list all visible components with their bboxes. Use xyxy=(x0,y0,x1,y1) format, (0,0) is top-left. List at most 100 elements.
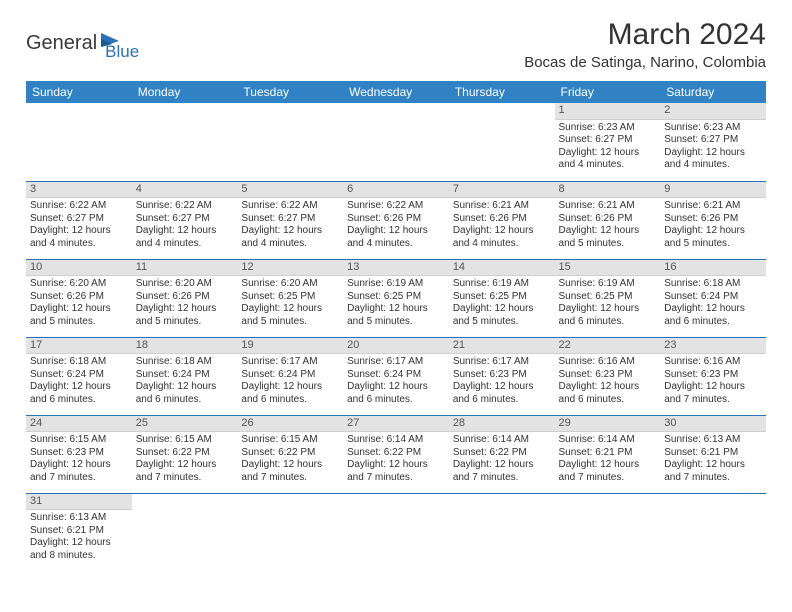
day-number: 28 xyxy=(449,416,555,433)
sunrise-line: Sunrise: 6:13 AM xyxy=(30,512,128,525)
daylight-line: Daylight: 12 hours and 4 minutes. xyxy=(241,225,339,250)
daylight-line: Daylight: 12 hours and 7 minutes. xyxy=(664,459,762,484)
day-body: Sunrise: 6:21 AMSunset: 6:26 PMDaylight:… xyxy=(660,198,766,252)
sunset-line: Sunset: 6:21 PM xyxy=(664,447,762,460)
day-number: 3 xyxy=(26,182,132,199)
sunrise-line: Sunrise: 6:19 AM xyxy=(559,278,657,291)
sunrise-line: Sunrise: 6:16 AM xyxy=(664,356,762,369)
calendar-table: SundayMondayTuesdayWednesdayThursdayFrid… xyxy=(26,81,766,571)
calendar-cell: 30Sunrise: 6:13 AMSunset: 6:21 PMDayligh… xyxy=(660,415,766,493)
day-number: 27 xyxy=(343,416,449,433)
sunset-line: Sunset: 6:23 PM xyxy=(453,369,551,382)
sunset-line: Sunset: 6:21 PM xyxy=(559,447,657,460)
sunset-line: Sunset: 6:22 PM xyxy=(453,447,551,460)
calendar-cell: 10Sunrise: 6:20 AMSunset: 6:26 PMDayligh… xyxy=(26,259,132,337)
daylight-line: Daylight: 12 hours and 6 minutes. xyxy=(559,303,657,328)
sunset-line: Sunset: 6:25 PM xyxy=(559,291,657,304)
logo-text-general: General xyxy=(26,32,97,55)
daylight-line: Daylight: 12 hours and 7 minutes. xyxy=(453,459,551,484)
daylight-line: Daylight: 12 hours and 4 minutes. xyxy=(664,147,762,172)
day-body: Sunrise: 6:15 AMSunset: 6:22 PMDaylight:… xyxy=(237,432,343,486)
calendar-cell: 3Sunrise: 6:22 AMSunset: 6:27 PMDaylight… xyxy=(26,181,132,259)
day-body: Sunrise: 6:17 AMSunset: 6:23 PMDaylight:… xyxy=(449,354,555,408)
sunset-line: Sunset: 6:26 PM xyxy=(664,213,762,226)
day-number: 29 xyxy=(555,416,661,433)
daylight-line: Daylight: 12 hours and 7 minutes. xyxy=(347,459,445,484)
sunrise-line: Sunrise: 6:17 AM xyxy=(347,356,445,369)
title-block: March 2024 Bocas de Satinga, Narino, Col… xyxy=(524,18,766,71)
daylight-line: Daylight: 12 hours and 8 minutes. xyxy=(30,537,128,562)
calendar-cell: 31Sunrise: 6:13 AMSunset: 6:21 PMDayligh… xyxy=(26,493,132,571)
sunrise-line: Sunrise: 6:23 AM xyxy=(664,122,762,135)
day-body: Sunrise: 6:16 AMSunset: 6:23 PMDaylight:… xyxy=(660,354,766,408)
sunrise-line: Sunrise: 6:15 AM xyxy=(30,434,128,447)
calendar-cell: 12Sunrise: 6:20 AMSunset: 6:25 PMDayligh… xyxy=(237,259,343,337)
daylight-line: Daylight: 12 hours and 7 minutes. xyxy=(241,459,339,484)
sunset-line: Sunset: 6:25 PM xyxy=(241,291,339,304)
day-number: 30 xyxy=(660,416,766,433)
calendar-week-row: 1Sunrise: 6:23 AMSunset: 6:27 PMDaylight… xyxy=(26,103,766,181)
sunrise-line: Sunrise: 6:23 AM xyxy=(559,122,657,135)
sunrise-line: Sunrise: 6:20 AM xyxy=(30,278,128,291)
day-body: Sunrise: 6:22 AMSunset: 6:27 PMDaylight:… xyxy=(237,198,343,252)
daylight-line: Daylight: 12 hours and 5 minutes. xyxy=(664,225,762,250)
weekday-header: Wednesday xyxy=(343,81,449,103)
sunset-line: Sunset: 6:26 PM xyxy=(136,291,234,304)
day-number: 7 xyxy=(449,182,555,199)
sunset-line: Sunset: 6:24 PM xyxy=(347,369,445,382)
daylight-line: Daylight: 12 hours and 7 minutes. xyxy=(136,459,234,484)
calendar-cell xyxy=(26,103,132,181)
calendar-week-row: 24Sunrise: 6:15 AMSunset: 6:23 PMDayligh… xyxy=(26,415,766,493)
calendar-body: 1Sunrise: 6:23 AMSunset: 6:27 PMDaylight… xyxy=(26,103,766,571)
daylight-line: Daylight: 12 hours and 4 minutes. xyxy=(30,225,128,250)
day-number: 19 xyxy=(237,338,343,355)
day-body: Sunrise: 6:21 AMSunset: 6:26 PMDaylight:… xyxy=(449,198,555,252)
weekday-header: Tuesday xyxy=(237,81,343,103)
day-body: Sunrise: 6:18 AMSunset: 6:24 PMDaylight:… xyxy=(660,276,766,330)
sunset-line: Sunset: 6:24 PM xyxy=(664,291,762,304)
day-body: Sunrise: 6:15 AMSunset: 6:23 PMDaylight:… xyxy=(26,432,132,486)
day-number: 25 xyxy=(132,416,238,433)
weekday-header: Saturday xyxy=(660,81,766,103)
daylight-line: Daylight: 12 hours and 7 minutes. xyxy=(664,381,762,406)
weekday-header: Thursday xyxy=(449,81,555,103)
day-number: 18 xyxy=(132,338,238,355)
daylight-line: Daylight: 12 hours and 7 minutes. xyxy=(30,459,128,484)
calendar-cell: 18Sunrise: 6:18 AMSunset: 6:24 PMDayligh… xyxy=(132,337,238,415)
daylight-line: Daylight: 12 hours and 5 minutes. xyxy=(241,303,339,328)
sunrise-line: Sunrise: 6:14 AM xyxy=(559,434,657,447)
calendar-cell: 27Sunrise: 6:14 AMSunset: 6:22 PMDayligh… xyxy=(343,415,449,493)
logo-text-blue: Blue xyxy=(105,24,139,62)
calendar-cell xyxy=(132,103,238,181)
calendar-cell: 15Sunrise: 6:19 AMSunset: 6:25 PMDayligh… xyxy=(555,259,661,337)
day-number: 20 xyxy=(343,338,449,355)
calendar-cell: 9Sunrise: 6:21 AMSunset: 6:26 PMDaylight… xyxy=(660,181,766,259)
weekday-header: Sunday xyxy=(26,81,132,103)
calendar-cell: 28Sunrise: 6:14 AMSunset: 6:22 PMDayligh… xyxy=(449,415,555,493)
month-title: March 2024 xyxy=(524,18,766,52)
sunrise-line: Sunrise: 6:22 AM xyxy=(136,200,234,213)
daylight-line: Daylight: 12 hours and 5 minutes. xyxy=(30,303,128,328)
day-number: 14 xyxy=(449,260,555,277)
day-body: Sunrise: 6:20 AMSunset: 6:25 PMDaylight:… xyxy=(237,276,343,330)
daylight-line: Daylight: 12 hours and 4 minutes. xyxy=(347,225,445,250)
day-body: Sunrise: 6:22 AMSunset: 6:26 PMDaylight:… xyxy=(343,198,449,252)
calendar-cell: 16Sunrise: 6:18 AMSunset: 6:24 PMDayligh… xyxy=(660,259,766,337)
day-number: 24 xyxy=(26,416,132,433)
sunrise-line: Sunrise: 6:14 AM xyxy=(453,434,551,447)
day-body: Sunrise: 6:14 AMSunset: 6:22 PMDaylight:… xyxy=(449,432,555,486)
sunrise-line: Sunrise: 6:18 AM xyxy=(30,356,128,369)
day-body: Sunrise: 6:17 AMSunset: 6:24 PMDaylight:… xyxy=(343,354,449,408)
sunset-line: Sunset: 6:27 PM xyxy=(559,134,657,147)
sunrise-line: Sunrise: 6:22 AM xyxy=(30,200,128,213)
sunrise-line: Sunrise: 6:18 AM xyxy=(136,356,234,369)
day-number: 10 xyxy=(26,260,132,277)
calendar-cell: 22Sunrise: 6:16 AMSunset: 6:23 PMDayligh… xyxy=(555,337,661,415)
sunrise-line: Sunrise: 6:15 AM xyxy=(241,434,339,447)
weekday-header: Monday xyxy=(132,81,238,103)
daylight-line: Daylight: 12 hours and 5 minutes. xyxy=(453,303,551,328)
sunrise-line: Sunrise: 6:17 AM xyxy=(241,356,339,369)
sunset-line: Sunset: 6:22 PM xyxy=(347,447,445,460)
daylight-line: Daylight: 12 hours and 6 minutes. xyxy=(559,381,657,406)
day-body: Sunrise: 6:22 AMSunset: 6:27 PMDaylight:… xyxy=(132,198,238,252)
